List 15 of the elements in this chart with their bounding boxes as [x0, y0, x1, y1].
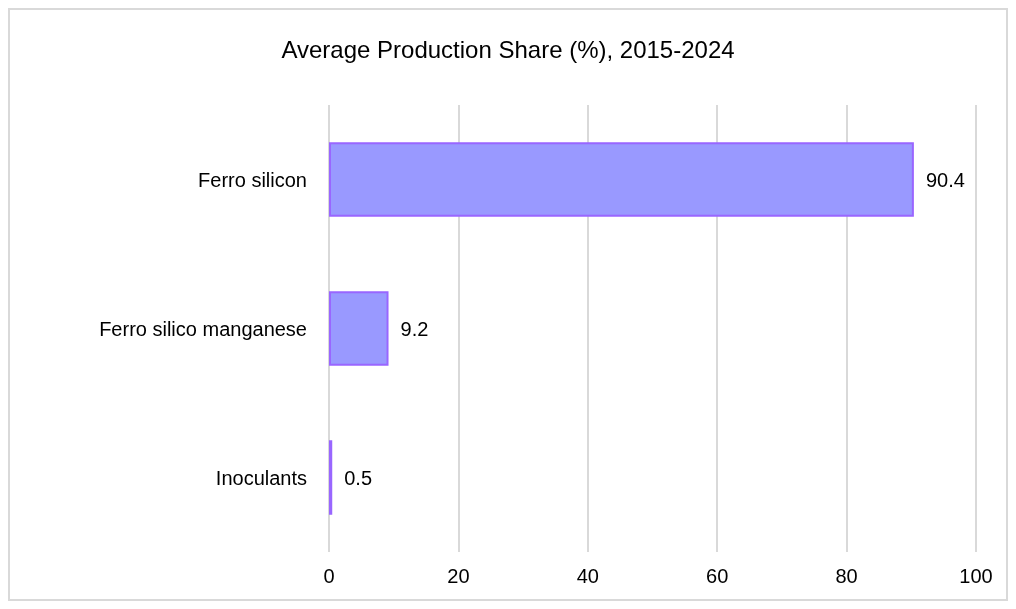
data-label: 90.4 [925, 168, 965, 191]
x-tick-label: 0 [323, 565, 335, 587]
y-tick-label: Ferro silico manganese [99, 317, 307, 340]
bar [329, 142, 914, 217]
y-tick-label: Ferro silicon [198, 168, 307, 191]
x-tick-label: 20 [447, 565, 470, 587]
bar [329, 291, 389, 366]
x-tick-label: 80 [835, 565, 858, 587]
y-tick-label: Inoculants [215, 466, 307, 489]
x-tick-label: 60 [706, 565, 729, 587]
x-tick-label: 40 [576, 565, 599, 587]
chart-title: Average Production Share (%), 2015-2024 [281, 35, 735, 63]
x-tick-label: 100 [959, 565, 993, 587]
data-label: 0.5 [344, 466, 373, 489]
data-label: 9.2 [400, 317, 429, 340]
